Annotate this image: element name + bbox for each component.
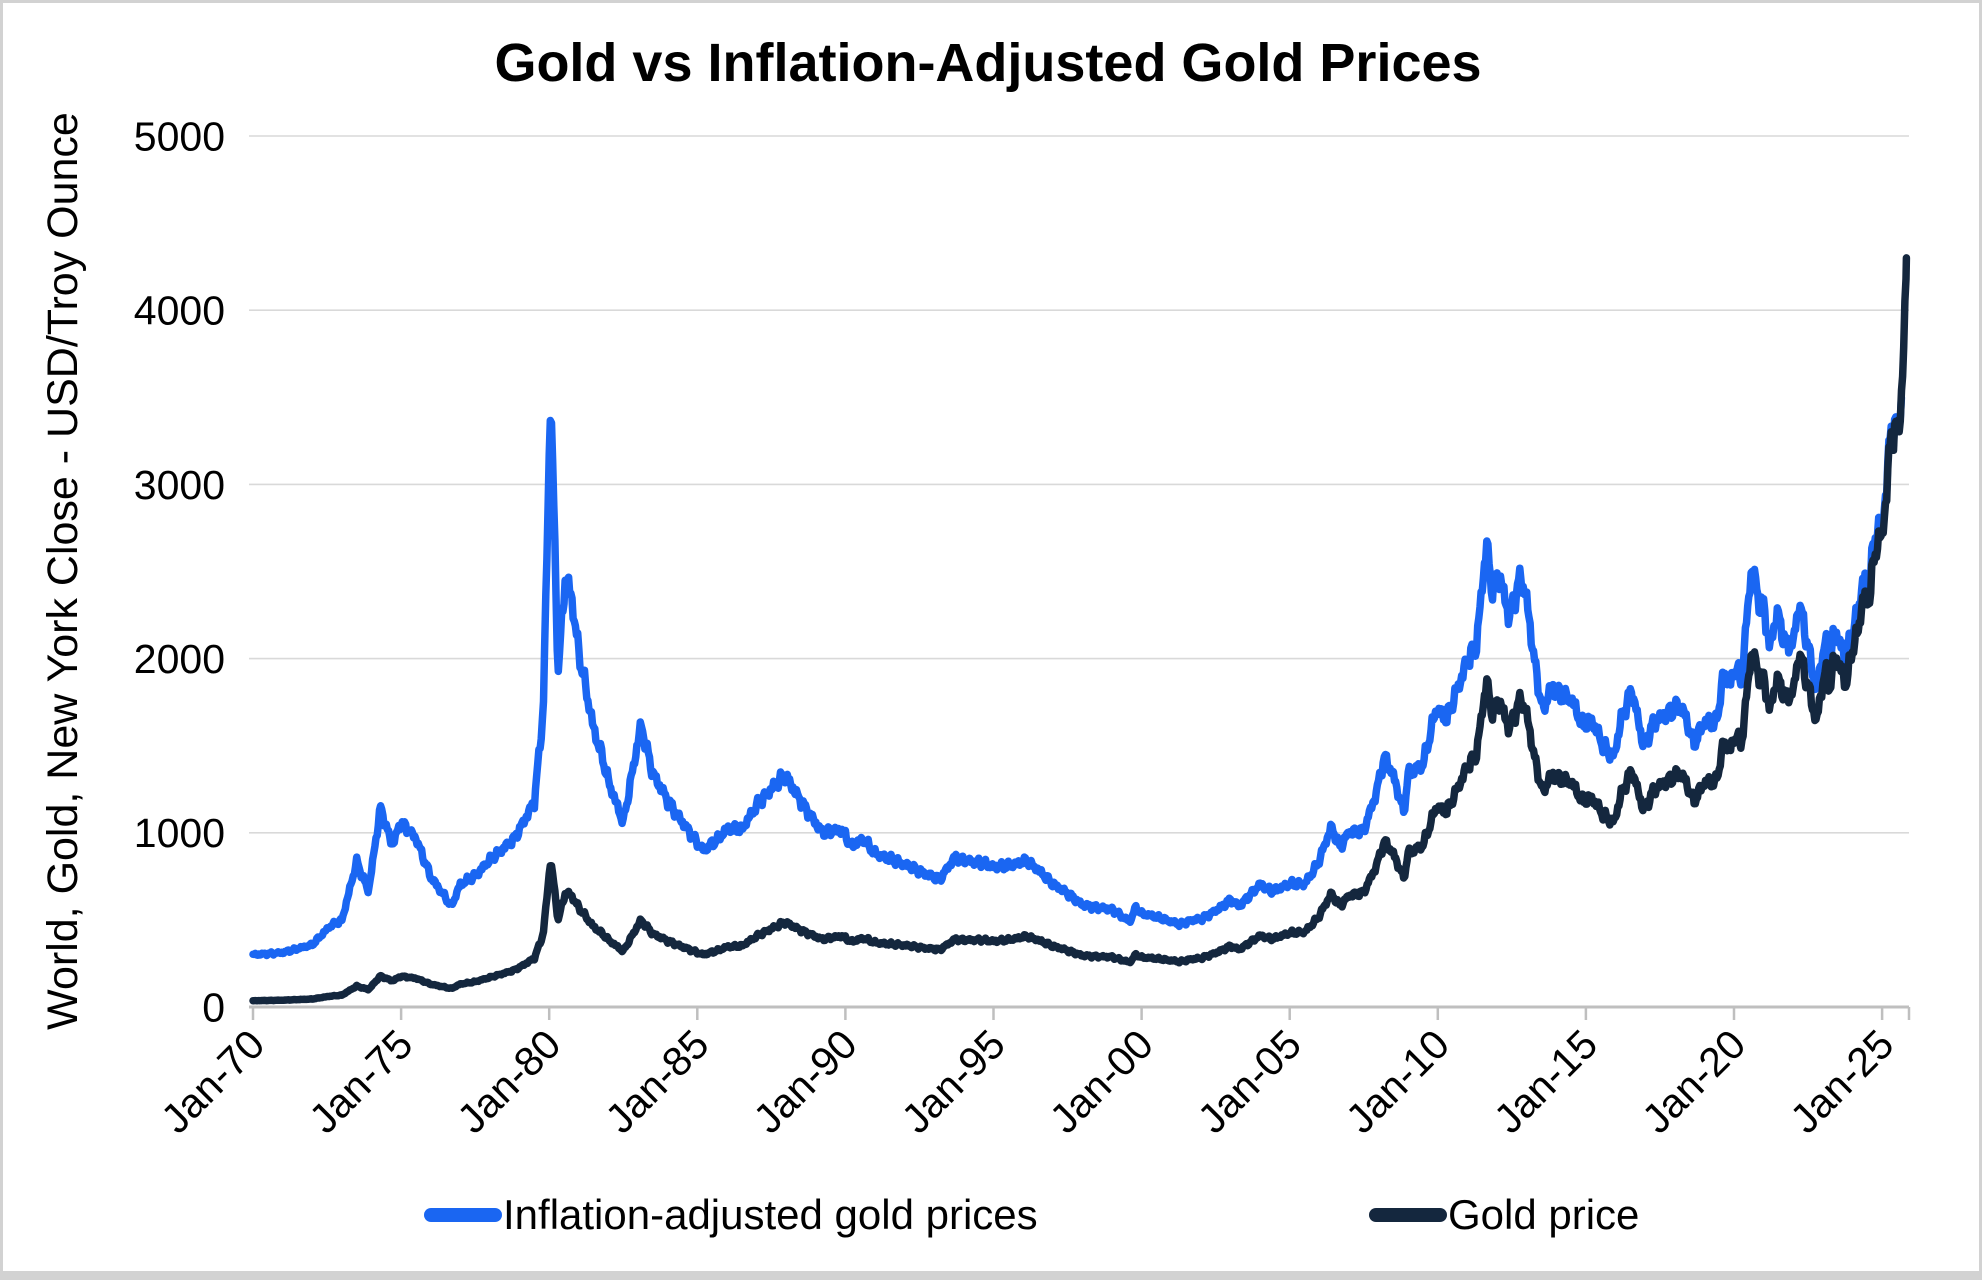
- y-axis-title: World, Gold, New York Close - USD/Troy O…: [39, 112, 87, 1030]
- y-tick-label-1000: 1000: [134, 810, 225, 856]
- y-tick-label-3000: 3000: [134, 462, 225, 508]
- chart-title: Gold vs Inflation-Adjusted Gold Prices: [494, 33, 1481, 93]
- y-axis-tick-labels: 0 1000 2000 3000 4000 5000: [134, 113, 225, 1030]
- y-tick-label-2000: 2000: [134, 636, 225, 682]
- y-tick-label-4000: 4000: [134, 288, 225, 334]
- x-tick-label: Jan-15: [1485, 1021, 1606, 1142]
- x-tick-label: Jan-75: [300, 1021, 421, 1142]
- x-tick-label: Jan-90: [745, 1021, 866, 1142]
- x-tick-label: Jan-20: [1633, 1021, 1754, 1142]
- legend-label-inflation-adjusted: Inflation-adjusted gold prices: [503, 1191, 1038, 1238]
- gridlines: [249, 135, 1909, 834]
- x-axis-line: [249, 1005, 1911, 1020]
- x-tick-label: Jan-10: [1337, 1021, 1458, 1142]
- x-tick-label: Jan-95: [893, 1021, 1014, 1142]
- x-tick-label: Jan-25: [1781, 1021, 1902, 1142]
- series-line-inflation-adjusted: [249, 394, 1906, 960]
- legend-label-gold-price: Gold price: [1448, 1191, 1639, 1238]
- series-lines: [249, 254, 1911, 1005]
- y-tick-label-5000: 5000: [134, 113, 225, 159]
- series-line-gold-price: [249, 254, 1911, 1005]
- x-tick-label: Jan-05: [1189, 1021, 1310, 1142]
- x-axis-tick-labels: Jan-70 Jan-75 Jan-80 Jan-85 Jan-90 Jan-95 Jan-…: [152, 1021, 1902, 1142]
- x-tick-label: Jan-85: [596, 1021, 717, 1142]
- chart-canvas: Gold vs Inflation-Adjusted Gold Prices W…: [39, 33, 1911, 1238]
- x-tick-label: Jan-70: [152, 1021, 273, 1142]
- legend: Inflation-adjusted gold prices Gold pric…: [424, 1191, 1639, 1238]
- x-tick-label: Jan-80: [448, 1021, 569, 1142]
- y-tick-label-0: 0: [202, 984, 225, 1030]
- x-tick-label: Jan-00: [1041, 1021, 1162, 1142]
